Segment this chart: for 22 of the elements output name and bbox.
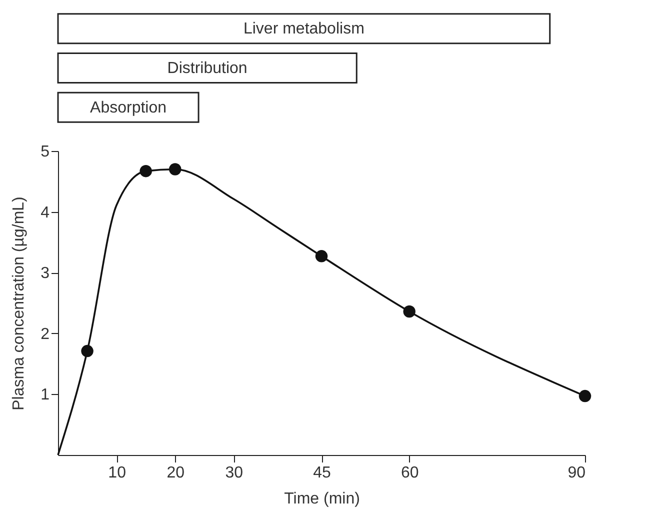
point — [403, 305, 416, 318]
point — [140, 164, 152, 178]
y-tick-label: 5 — [40, 144, 50, 160]
x-tick-label: 30 — [225, 464, 244, 482]
x-axis-title: Time (min) — [284, 490, 360, 508]
point — [315, 250, 328, 262]
x-tick-label: 20 — [166, 464, 185, 482]
point — [81, 344, 94, 358]
y-tick-label: Absorption — [90, 99, 167, 116]
y-tick-label: Distribution — [167, 60, 248, 77]
y-axis-title: Plasma concentration (µg/mL) — [10, 196, 28, 410]
point — [168, 163, 182, 176]
y-tick-label: 1 — [40, 386, 50, 404]
y-tick-label: Liver metabolism — [243, 20, 364, 38]
y-tick-label: 3 — [40, 265, 50, 282]
x-tick-label: 90 — [568, 464, 586, 482]
x-tick-label: 10 — [108, 464, 126, 482]
x-tick-label: 60 — [400, 464, 419, 482]
point — [578, 390, 592, 402]
y-tick-label: 4 — [40, 204, 50, 222]
y-tick-label: 2 — [40, 326, 50, 343]
x-tick-label: 45 — [313, 464, 331, 482]
